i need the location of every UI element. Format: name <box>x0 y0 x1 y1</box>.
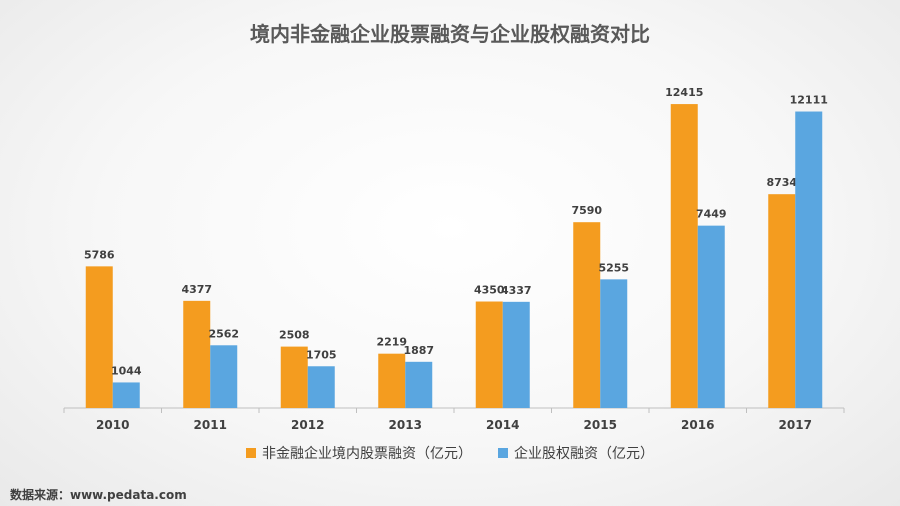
x-tick-label-2010: 2010 <box>96 418 129 432</box>
data-label-equity-financing-2015: 5255 <box>598 261 629 274</box>
x-tick-label-2014: 2014 <box>486 418 519 432</box>
data-label-stock-financing-2014: 4350 <box>474 284 505 297</box>
data-label-stock-financing-2016: 12415 <box>665 86 703 99</box>
data-label-equity-financing-2010: 1044 <box>111 364 142 377</box>
bar-equity-financing-2017 <box>795 111 823 409</box>
legend: 非金融企业境内股票融资（亿元） 企业股权融资（亿元） <box>0 443 900 463</box>
data-label-equity-financing-2016: 7449 <box>696 208 727 221</box>
bar-stock-financing-2014 <box>475 301 503 408</box>
x-tick-label-2015: 2015 <box>584 418 617 432</box>
source-note: 数据来源：www.pedata.com <box>10 488 187 502</box>
x-tick-label-2012: 2012 <box>291 418 324 432</box>
data-label-stock-financing-2015: 7590 <box>571 204 602 217</box>
legend-label-stock-financing: 非金融企业境内股票融资（亿元） <box>262 446 472 462</box>
bar-stock-financing-2012 <box>280 346 308 408</box>
legend-item-stock-financing: 非金融企业境内股票融资（亿元） <box>246 443 472 463</box>
bar-equity-financing-2012 <box>307 366 335 408</box>
bar-equity-financing-2010 <box>112 382 140 408</box>
bar-stock-financing-2016 <box>670 104 698 408</box>
bar-stock-financing-2011 <box>183 300 211 408</box>
data-label-equity-financing-2012: 1705 <box>306 348 337 361</box>
bar-equity-financing-2015 <box>600 279 628 408</box>
data-label-stock-financing-2017: 8734 <box>766 176 797 189</box>
legend-label-equity-financing: 企业股权融资（亿元） <box>514 446 654 462</box>
data-label-stock-financing-2013: 2219 <box>376 336 407 349</box>
data-label-equity-financing-2017: 12111 <box>790 94 828 107</box>
bar-stock-financing-2010 <box>85 266 113 408</box>
x-tick-label-2016: 2016 <box>681 418 714 432</box>
bar-equity-financing-2013 <box>405 361 433 408</box>
data-label-equity-financing-2014: 4337 <box>501 284 532 297</box>
legend-item-equity-financing: 企业股权融资（亿元） <box>498 443 654 463</box>
data-label-stock-financing-2012: 2508 <box>279 329 310 342</box>
bar-equity-financing-2016 <box>697 225 725 408</box>
data-label-stock-financing-2011: 4377 <box>181 283 212 296</box>
bar-stock-financing-2013 <box>378 353 406 408</box>
bar-equity-financing-2011 <box>210 345 238 408</box>
bar-stock-financing-2015 <box>573 222 601 408</box>
legend-swatch-equity-financing <box>498 448 508 458</box>
x-tick-label-2011: 2011 <box>194 418 227 432</box>
bar-equity-financing-2014 <box>502 301 530 408</box>
data-label-stock-financing-2010: 5786 <box>84 248 115 261</box>
x-tick-label-2013: 2013 <box>389 418 422 432</box>
chart-title: 境内非金融企业股票融资与企业股权融资对比 <box>250 22 650 46</box>
bar-stock-financing-2017 <box>768 194 796 408</box>
data-label-equity-financing-2011: 2562 <box>208 327 239 340</box>
x-tick-label-2017: 2017 <box>779 418 812 432</box>
legend-swatch-stock-financing <box>246 448 256 458</box>
data-label-equity-financing-2013: 1887 <box>403 344 434 357</box>
